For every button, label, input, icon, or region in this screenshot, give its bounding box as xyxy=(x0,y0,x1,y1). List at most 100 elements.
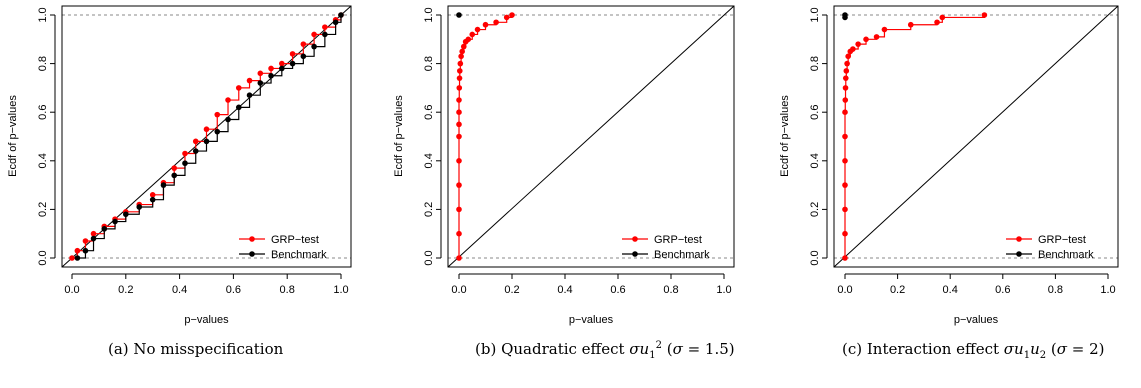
panel-1-grp-point xyxy=(289,51,296,57)
panel-2-grp-point xyxy=(458,53,464,60)
panel-2-grp-point xyxy=(493,19,499,26)
panel-1-y-tick-label: 0.2 xyxy=(37,202,49,217)
panel-3-legend-benchmark-label: Benchmark xyxy=(1038,249,1094,261)
panel-3-x-tick-label: 0.2 xyxy=(890,284,905,296)
panel-2-x-tick-label: 0.2 xyxy=(504,284,519,296)
panel-1-y-axis-label: Ecdf of p−values xyxy=(7,95,19,177)
panel-3-grp-point xyxy=(855,41,861,47)
panel-1-grp-point xyxy=(311,31,317,38)
panel-1-grp-point xyxy=(74,247,81,254)
panel-1-plot-frame xyxy=(61,5,352,268)
panel-1-grp-point xyxy=(235,85,242,91)
panel-3-y-tick-label: 0.2 xyxy=(809,202,821,217)
panel-1-grp-point xyxy=(90,230,97,237)
panel-1-grp-point xyxy=(257,70,264,77)
panel-1-benchmark-point xyxy=(90,235,97,242)
panel-2-grp-point xyxy=(465,36,472,43)
panel-2-grp-point xyxy=(456,230,462,237)
panel-2-grp-point xyxy=(460,43,467,50)
panel-1-grp-point xyxy=(279,60,285,67)
caption-a: (a) No misspecification xyxy=(108,340,284,358)
panel-3-grp-point xyxy=(845,53,851,60)
panel-3-grp-line xyxy=(844,15,985,258)
panel-2-legend-benchmark-marker xyxy=(632,251,638,257)
panel-2-diagonal xyxy=(447,5,735,268)
panel-1-x-tick-label: 0.6 xyxy=(226,284,241,296)
panel-1-benchmark-point xyxy=(149,196,156,203)
panel-2-grp-point xyxy=(456,182,462,188)
panel-1-legend-benchmark-marker xyxy=(249,251,255,257)
panel-2-y-tick-label: 0.2 xyxy=(423,202,435,217)
panel-3-y-tick-label: 0.4 xyxy=(809,153,821,168)
panel-2-grp-point xyxy=(482,21,489,28)
panel-2-x-axis-label: p−values xyxy=(569,314,614,326)
panel-1-x-tick-label: 0.2 xyxy=(118,284,133,296)
panel-2-grp-point xyxy=(469,31,476,38)
panel-1-grp-point xyxy=(300,41,307,47)
panel-3-x-tick-label: 0.4 xyxy=(943,284,958,296)
panel-2-grp-point xyxy=(456,109,462,115)
panel-3-grp-point xyxy=(842,206,848,213)
panel-1-grp-point xyxy=(82,238,89,244)
panel-3-legend-grp-marker xyxy=(1016,236,1022,242)
caption-c: (c) Interaction effect σu1u2 (σ = 2) xyxy=(842,340,1105,361)
panel-2-grp-line xyxy=(458,15,513,258)
panel-1-benchmark-point xyxy=(257,80,264,86)
panel-3-grp-point xyxy=(842,85,849,91)
panel-1-benchmark-point xyxy=(74,255,81,261)
panel-2-x-tick-label: 0.6 xyxy=(610,284,625,296)
panel-1-y-tick-label: 1.0 xyxy=(37,7,49,22)
panel-1-benchmark-point xyxy=(82,247,89,254)
panel-1-grp-point xyxy=(149,192,156,198)
panel-2-grp-point xyxy=(456,68,463,74)
panel-2-x-tick-label: 0.0 xyxy=(451,284,466,296)
panel-2-plot-frame xyxy=(447,5,735,268)
panel-2-grp-point xyxy=(456,255,462,261)
panel-1-x-tick-label: 1.0 xyxy=(333,284,348,296)
panel-3-grp-point xyxy=(842,109,848,115)
panel-3-x-tick-label: 1.0 xyxy=(1100,284,1115,296)
panel-1-grp-point xyxy=(214,111,221,118)
panel-3-grp-point xyxy=(844,60,850,67)
panel-3-grp-point xyxy=(863,36,869,43)
panel-2-grp-point xyxy=(457,60,464,67)
panel-2-x-tick-label: 0.8 xyxy=(663,284,678,296)
panel-1-x-tick-label: 0.4 xyxy=(172,284,187,296)
panel-1-grp-point xyxy=(203,126,210,133)
panel-1-benchmark-point xyxy=(101,226,108,232)
panel-2-y-tick-label: 1.0 xyxy=(423,7,435,22)
panel-1-grp-point xyxy=(268,65,274,72)
panel-1-grp-point xyxy=(171,165,178,171)
panel-1-benchmark-point xyxy=(300,53,307,60)
panel-1-benchmark-point xyxy=(171,172,178,179)
panel-2-legend-benchmark-label: Benchmark xyxy=(654,249,710,261)
panel-1-benchmark-point xyxy=(160,182,167,188)
panel-3-y-tick-label: 1.0 xyxy=(809,7,821,22)
panel-1-x-axis-label: p−values xyxy=(184,314,229,326)
panel-2-grp-point xyxy=(456,75,463,81)
panel-3-grp-point xyxy=(939,14,946,21)
panel-1-benchmark-point xyxy=(136,204,143,210)
panel-1-benchmark-point xyxy=(338,12,344,18)
panel-3-x-tick-label: 0.0 xyxy=(837,284,852,296)
panel-3-grp-point xyxy=(934,19,940,26)
panel-1-legend-benchmark-label: Benchmark xyxy=(271,249,327,261)
panel-2-grp-point xyxy=(509,12,515,18)
panel-3-plot-frame xyxy=(833,5,1119,268)
panel-2-y-tick-label: 0.8 xyxy=(423,56,435,71)
panel-1-benchmark-point xyxy=(214,128,221,135)
panel-1-benchmark-point xyxy=(123,211,129,218)
panel-2-y-tick-label: 0.0 xyxy=(423,250,435,265)
panel-3-grp-point xyxy=(843,68,850,74)
panel-1-y-tick-label: 0.4 xyxy=(37,153,49,168)
panel-1-y-tick-label: 0.0 xyxy=(37,250,49,265)
panel-3-grp-point xyxy=(842,97,849,103)
panel-3-legend-grp-label: GRP−test xyxy=(1038,234,1086,246)
caption-b: (b) Quadratic effect σu12 (σ = 1.5) xyxy=(475,340,735,361)
panel-3-grp-point xyxy=(873,34,880,40)
panel-3-grp-point xyxy=(842,75,849,81)
panel-3-diagonal xyxy=(833,5,1119,268)
panel-3-grp-point xyxy=(981,12,988,18)
panel-3-benchmark-point xyxy=(842,12,848,18)
